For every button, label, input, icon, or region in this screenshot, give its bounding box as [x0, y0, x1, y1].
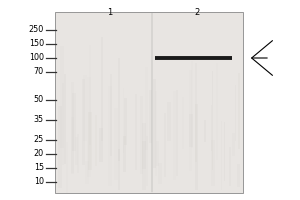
Text: 70: 70	[34, 68, 44, 76]
Text: 10: 10	[34, 178, 44, 186]
Text: 35: 35	[34, 116, 44, 124]
Text: 150: 150	[29, 40, 44, 48]
Text: 1: 1	[107, 8, 112, 17]
Text: 25: 25	[34, 136, 44, 144]
Text: 2: 2	[194, 8, 200, 17]
Text: 50: 50	[34, 96, 44, 104]
Text: 15: 15	[34, 163, 44, 172]
Text: 100: 100	[29, 53, 44, 62]
Text: 20: 20	[34, 150, 44, 158]
Text: 250: 250	[29, 25, 44, 34]
